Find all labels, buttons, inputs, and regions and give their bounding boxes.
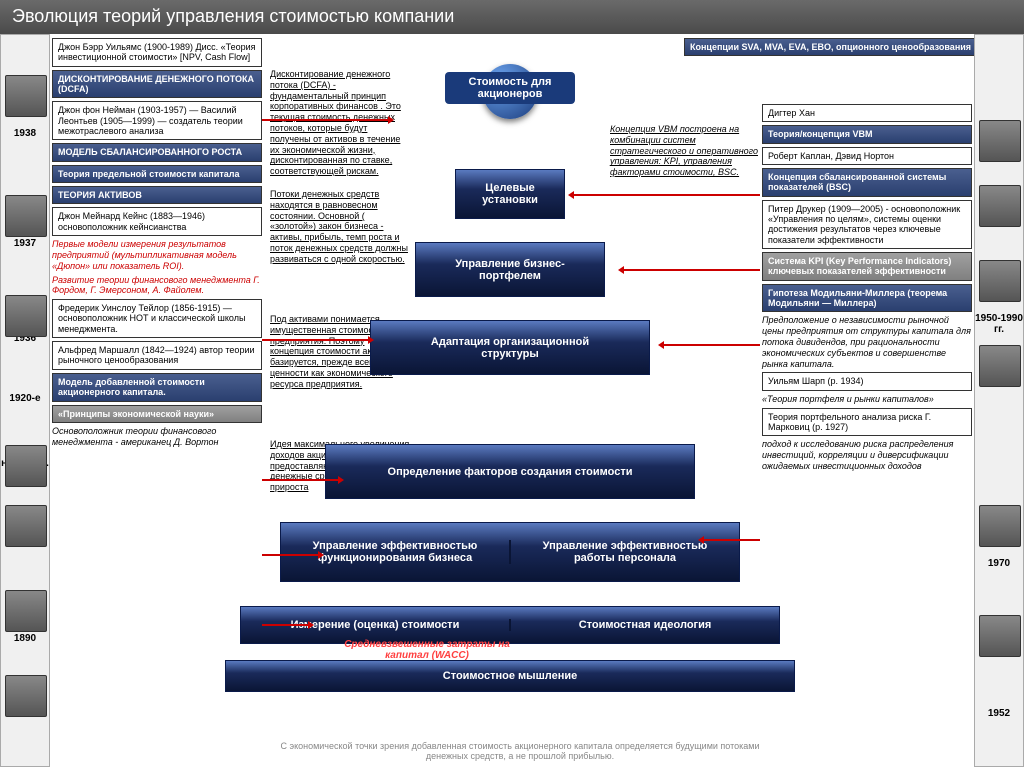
portrait	[979, 120, 1021, 162]
timeline-right: 199719921950-1990 гг.1960-е19701952	[974, 34, 1024, 767]
arrow	[262, 119, 392, 121]
portrait	[979, 615, 1021, 657]
info-block: Дигтер Хан	[762, 104, 972, 122]
pyramid-tier: Стоимостное мышление	[225, 660, 795, 692]
portrait	[5, 505, 47, 547]
info-block: Питер Друкер (1909—2005) - основоположни…	[762, 200, 972, 249]
portrait	[5, 445, 47, 487]
info-block: «Принципы экономической науки»	[52, 405, 262, 423]
portrait	[979, 505, 1021, 547]
info-block: ТЕОРИЯ АКТИВОВ	[52, 186, 262, 204]
pyramid-tier: Адаптация организационнойструктуры	[370, 320, 650, 375]
left-column: Джон Бэрр Уильямс (1900-1989) Дисс. «Тео…	[52, 38, 262, 450]
portrait	[5, 75, 47, 117]
arrow	[700, 539, 760, 541]
arrow	[620, 269, 760, 271]
info-block: Развитие теории финансового менеджмента …	[52, 275, 262, 297]
year-mark: 1952	[975, 705, 1023, 722]
info-block: Джон фон Нейман (1903-1957) — Василий Ле…	[52, 101, 262, 140]
arrow	[570, 194, 760, 196]
info-block: Первые модели измерения результатов пред…	[52, 239, 262, 271]
portrait	[5, 195, 47, 237]
info-block: Теория/концепция VBM	[762, 125, 972, 143]
info-block: подход к исследованию риска распределени…	[762, 439, 972, 471]
pyramid-tier: Управление эффективностьюфункционировани…	[280, 522, 740, 582]
arrow	[660, 344, 760, 346]
year-mark: 1937	[1, 235, 49, 252]
year-mark: 1938	[1, 125, 49, 142]
info-block: «Теория портфеля и рынки капиталов»	[762, 394, 972, 405]
arrow	[262, 624, 312, 626]
year-mark: 1950-1990 гг.	[975, 310, 1023, 338]
info-block: Альфред Маршалл (1842—1924) автор теории…	[52, 341, 262, 370]
wacc-note: Средневзвешенные затраты на капитал (WAC…	[322, 639, 532, 661]
info-block: Система KPI (Key Performance Indicators)…	[762, 252, 972, 281]
timeline-left: 1938193719361920-енач. XX в.189518901881	[0, 34, 50, 767]
arrow	[262, 339, 372, 341]
info-block: Модель добавленной стоимости акционерног…	[52, 373, 262, 402]
footer-note: С экономической точки зрения добавленная…	[280, 741, 760, 761]
concepts-bar: Концепции SVA, MVA, EVA, EBO, опционного…	[684, 38, 1024, 59]
info-block: Роберт Каплан, Дэвид Нортон	[762, 147, 972, 165]
portrait	[979, 185, 1021, 227]
year-mark: 1970	[975, 555, 1023, 572]
diagram-content: Концепции SVA, MVA, EVA, EBO, опционного…	[0, 34, 1024, 767]
pyramid-top-label: Стоимость дляакционеров	[445, 72, 575, 104]
info-block: Предположение о независимости рыночной ц…	[762, 315, 972, 369]
info-block: ДИСКОНТИРОВАНИЕ ДЕНЕЖНОГО ПОТОКА (DCFA)	[52, 70, 262, 99]
info-block: Теория портфельного анализа риска Г. Мар…	[762, 408, 972, 437]
portrait	[979, 345, 1021, 387]
info-block: Уильям Шарп (р. 1934)	[762, 372, 972, 390]
portrait	[979, 260, 1021, 302]
portrait	[5, 675, 47, 717]
right-column: Дигтер Хан Теория/концепция VBM Роберт Кап…	[762, 104, 972, 475]
info-block: Фредерик Уинслоу Тейлор (1856-1915) —осн…	[52, 299, 262, 338]
pyramid-tier: Определение факторов создания стоимости	[325, 444, 695, 499]
info-block: Джон Мейнард Кейнс (1883—1946) основопол…	[52, 207, 262, 236]
portrait	[5, 295, 47, 337]
year-mark: 1920-е	[1, 390, 49, 407]
pyramid-tier: Целевыеустановки	[455, 169, 565, 219]
arrow	[262, 479, 342, 481]
info-block: Гипотеза Модильяни-Миллера (теорема Моди…	[762, 284, 972, 313]
info-block: Джон Бэрр Уильямс (1900-1989) Дисс. «Тео…	[52, 38, 262, 67]
arrow	[262, 554, 322, 556]
info-block: Основоположник теории финансового менедж…	[52, 426, 262, 448]
pyramid-tier: Управление бизнес-портфелем	[415, 242, 605, 297]
page-title: Эволюция теорий управления стоимостью ко…	[0, 0, 1024, 34]
top-concepts: Концепции SVA, MVA, EVA, EBO, опционного…	[684, 38, 1024, 56]
year-mark: 1890	[1, 630, 49, 647]
info-block: Концепция сбалансированной системы показ…	[762, 168, 972, 197]
info-block: Теория предельной стоимости капитала	[52, 165, 262, 183]
info-block: МОДЕЛЬ СБАЛАНСИРОВАННОГО РОСТА	[52, 143, 262, 161]
portrait	[5, 590, 47, 632]
